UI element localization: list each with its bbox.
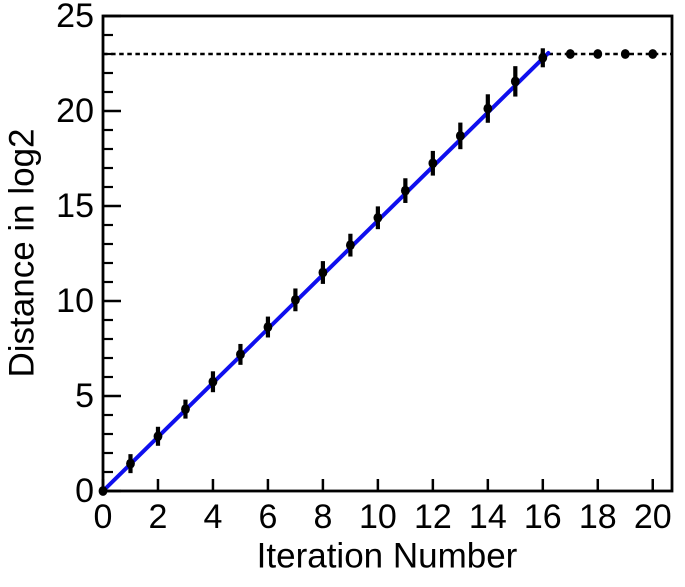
data-point [428, 158, 438, 169]
data-point [318, 267, 328, 278]
data-point [126, 458, 135, 469]
data-point [565, 49, 575, 59]
data-point [648, 49, 658, 59]
x-tick-label: 18 [579, 498, 617, 536]
axes-frame-layer [101, 14, 674, 493]
x-tick-label: 10 [359, 498, 397, 536]
data-point [510, 76, 520, 87]
data-point [593, 49, 603, 59]
x-axis-label: Iteration Number [257, 537, 518, 576]
data-point [373, 212, 383, 223]
x-tick-label: 12 [414, 498, 452, 536]
y-tick-label: 10 [56, 282, 94, 320]
data-layer [98, 48, 658, 496]
data-point [538, 52, 548, 63]
y-axis-label: Distance in log2 [3, 128, 42, 377]
data-point [345, 240, 355, 251]
data-point [263, 322, 273, 332]
x-tick-label: 14 [469, 498, 507, 536]
x-tick-label: 4 [203, 498, 222, 536]
data-point [153, 431, 163, 442]
y-tick-label: 0 [75, 472, 94, 510]
y-tick-label: 25 [56, 0, 94, 35]
y-tick-label: 15 [56, 187, 94, 225]
y-tick-label: 5 [75, 377, 94, 415]
x-tick-label: 20 [634, 498, 672, 536]
data-point [236, 349, 245, 360]
x-tick-label: 16 [524, 498, 562, 536]
data-point [455, 130, 465, 141]
plot-frame [101, 14, 674, 493]
x-tick-label: 6 [258, 498, 277, 536]
x-tick-label: 0 [94, 498, 113, 536]
data-point [208, 376, 218, 387]
y-tick-label: 20 [56, 92, 94, 130]
data-point [98, 486, 108, 496]
x-tick-label: 8 [313, 498, 332, 536]
data-point [483, 103, 493, 114]
x-tick-label: 2 [149, 498, 168, 536]
data-point [181, 404, 190, 415]
data-point [400, 185, 410, 196]
data-point [620, 49, 630, 59]
data-point [291, 294, 300, 305]
